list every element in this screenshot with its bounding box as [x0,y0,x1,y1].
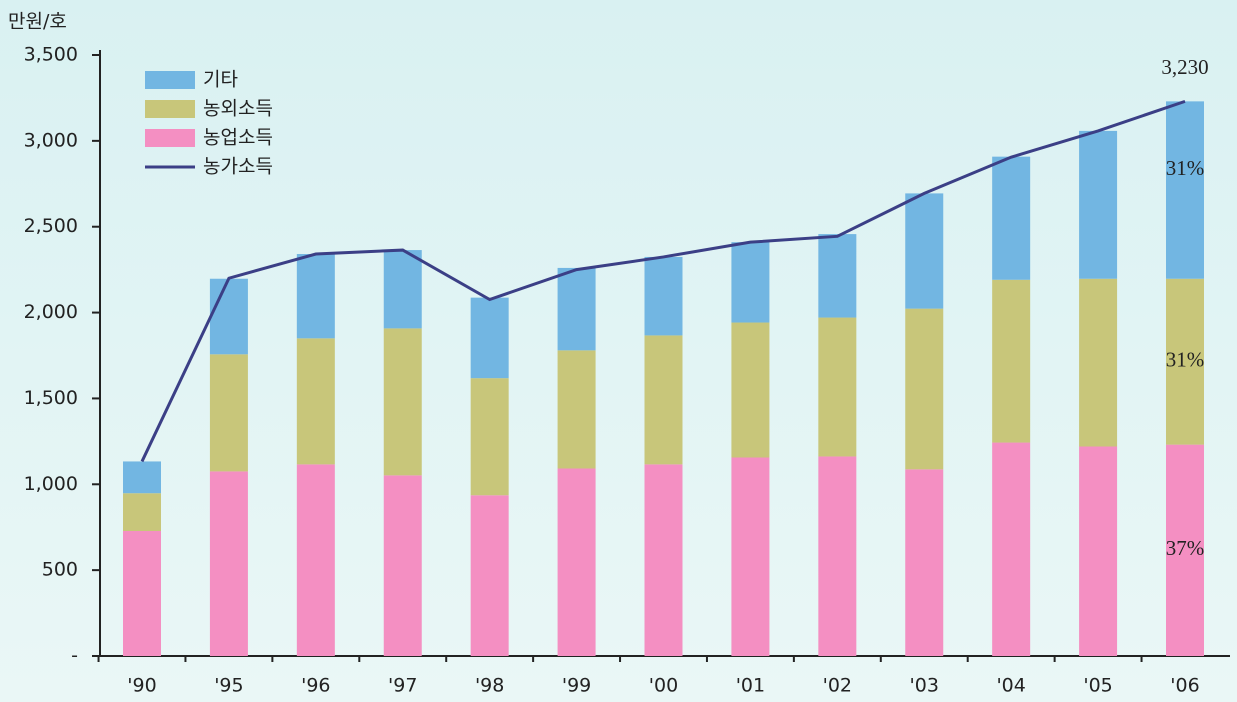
x-tick-label: '02 [823,675,852,697]
y-tick-label: 500 [42,559,78,581]
y-tick-label: - [71,645,78,667]
legend-label: 기타 [203,69,238,91]
bar-segment [1166,444,1204,656]
bar-segment [992,279,1031,443]
bar-segment [557,267,596,351]
legend-swatch [145,100,195,118]
bar-segment [644,464,683,656]
x-tick-label: '04 [996,675,1025,697]
value-label: 3,230 [1161,55,1208,79]
x-tick-label: '97 [388,675,417,697]
bar-segment [992,442,1031,656]
bar-segment [383,475,422,656]
bar-segment [123,461,161,494]
y-tick-label: 2,000 [24,301,78,323]
bar-segment [1079,446,1118,656]
share-label: 37% [1166,536,1205,560]
bar-segment [296,338,335,465]
x-tick-label: '95 [214,675,243,697]
bar-segment [731,457,770,656]
share-label: 31% [1166,347,1205,371]
x-tick-label: '05 [1083,675,1112,697]
x-tick-label: '01 [736,675,765,697]
x-tick-label: '00 [649,675,678,697]
bar-segment [557,350,596,469]
x-tick-label: '96 [301,675,330,697]
bar-segment [470,297,509,379]
y-tick-label: 1,500 [24,387,78,409]
x-tick-label: '03 [910,675,939,697]
bar-segment [123,530,161,656]
bar-segment [557,468,596,656]
legend-swatch [145,129,195,147]
x-tick-label: '99 [562,675,591,697]
bar-segment [905,469,944,656]
bar-segment [818,317,857,457]
line [140,99,1186,463]
bar-segment [209,354,248,472]
bar-segment [1166,278,1204,445]
bar-segment [296,464,335,656]
y-axis-label: 만원/호 [8,11,67,33]
bar-segment [818,234,857,318]
bar-segment [905,308,944,470]
x-tick-label: '98 [475,675,504,697]
bar-segment [296,254,335,339]
bar-segment [470,378,509,496]
bar-segment [383,250,422,329]
bar-segment [1166,101,1204,279]
bar-segment [123,493,161,531]
bar-segment [209,278,248,355]
bar-segment [644,256,683,336]
bar-segment [731,242,770,323]
legend-label: 농외소득 [203,98,273,120]
legend-label: 농업소득 [203,127,273,149]
x-tick-label: '06 [1170,675,1199,697]
share-label: 31% [1166,156,1205,180]
y-tick-label: 3,500 [24,44,78,66]
legend-swatch [145,71,195,89]
bar-segment [731,322,770,458]
bar-segment [470,495,509,656]
bar-segment [905,193,944,309]
legend-label: 농가소득 [203,156,273,178]
y-tick-label: 3,000 [24,129,78,151]
bar-segment [644,335,683,465]
x-tick-label: '90 [127,675,156,697]
bar-segment [209,471,248,656]
bar-segment [818,456,857,656]
bar-segment [383,328,422,476]
y-tick-label: 2,500 [24,215,78,237]
bar-segment [992,156,1031,280]
bar-segment [1079,130,1118,279]
bar-segment [1079,278,1118,447]
y-tick-label: 1,000 [24,473,78,495]
